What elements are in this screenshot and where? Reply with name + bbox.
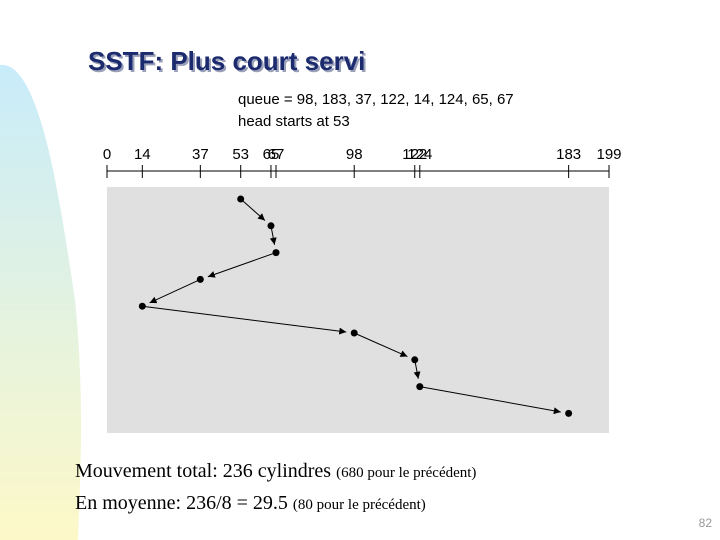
tick-label: 67 (268, 146, 285, 163)
movement-arrow (207, 252, 277, 278)
head-position (237, 195, 245, 203)
movement-arrow (142, 305, 347, 335)
title-shadow: SSTF: Plus court servi (90, 48, 367, 78)
tick-label: 199 (596, 146, 621, 163)
tick-label: 98 (346, 146, 363, 163)
movement-arrow (354, 332, 408, 358)
tick-label: 124 (407, 146, 432, 163)
tick-label: 65 (263, 146, 280, 163)
note: queue = 98, 183, 37, 122, 14, 124, 65, 6… (238, 91, 514, 108)
head-position (196, 275, 204, 283)
head-position (272, 249, 280, 257)
head-position (138, 302, 146, 310)
movement-arrow (240, 198, 266, 221)
head-position (267, 222, 275, 230)
footer-line: En moyenne: 236/8 = 29.5 (80 pour le pré… (75, 492, 426, 514)
tick-label: 53 (232, 146, 249, 163)
footer-main: En moyenne: 236/8 = 29.5 (75, 492, 288, 514)
page-number: 82 (699, 516, 713, 530)
tick-label: 183 (556, 146, 581, 163)
footer-aside: (80 pour le précédent) (293, 497, 426, 513)
decoration (0, 64, 82, 540)
head-position (411, 356, 419, 364)
title: SSTF: Plus court servi (88, 46, 365, 76)
movement-arrow (149, 278, 201, 304)
tick-label: 122 (402, 146, 427, 163)
tick-label: 0 (103, 146, 111, 163)
head-position (350, 329, 358, 337)
plot-area (107, 187, 609, 433)
footer-main: Mouvement total: 236 cylindres (75, 460, 331, 482)
head-position (416, 383, 424, 391)
head-position (565, 409, 573, 417)
footer-aside: (680 pour le précédent) (336, 465, 476, 481)
movement-arrow (419, 386, 561, 415)
tick-label: 37 (192, 146, 209, 163)
tick-label: 14 (134, 146, 151, 163)
footer-line: Mouvement total: 236 cylindres (680 pour… (75, 460, 476, 482)
note: head starts at 53 (238, 113, 350, 130)
